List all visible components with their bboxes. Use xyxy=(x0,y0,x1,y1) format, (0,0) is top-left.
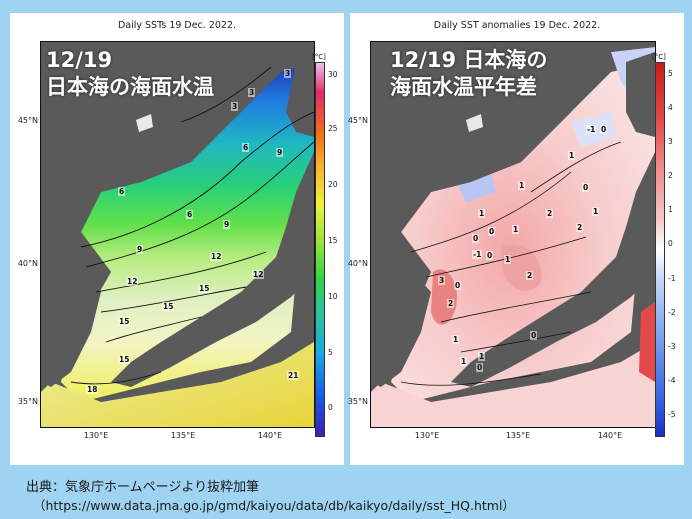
contour-label: 12 xyxy=(126,277,139,286)
contour-label: 12 xyxy=(252,270,265,279)
anomaly-colorbar-tick: -5 xyxy=(668,410,676,419)
sst-colorbar-tick: 0 xyxy=(328,403,333,412)
sst-colorbar-tick: 15 xyxy=(328,236,338,245)
sst-map-panel: Daily SSTs 19 Dec. 2022. xyxy=(10,13,344,465)
anomaly-colorbar-tick: 0 xyxy=(668,239,673,248)
anomaly-colorbar-tick: -2 xyxy=(668,308,676,317)
sst-anomaly-title-line1: 12/19 日本海の xyxy=(390,48,548,72)
lat-label-35: 35°N xyxy=(17,397,38,406)
sst-anomaly-map xyxy=(370,41,656,428)
contour-label: 6 xyxy=(242,143,250,152)
lat-label-35: 35°N xyxy=(347,397,368,406)
contour-label: 3 xyxy=(231,102,239,111)
lon-label-130: 130°E xyxy=(414,431,440,440)
contour-label: 0 xyxy=(454,281,462,290)
contour-label: 15 xyxy=(118,317,131,326)
contour-label: 1 xyxy=(518,181,526,190)
anomaly-colorbar-tick: -1 xyxy=(668,274,676,283)
contour-label: 1 xyxy=(460,357,468,366)
contour-label: 0 xyxy=(530,331,538,340)
contour-label: 1 xyxy=(478,209,486,218)
lon-label-140: 140°E xyxy=(597,431,623,440)
sst-colorbar-unit: [°C] xyxy=(312,53,326,61)
sst-map-title: 12/19 日本海の海面水温 xyxy=(46,47,214,101)
contour-label: 15 xyxy=(162,302,175,311)
sst-colorbar-tick: 30 xyxy=(328,70,338,79)
sst-colorbar xyxy=(315,62,325,437)
contour-label: 0 xyxy=(476,363,484,372)
anomaly-colorbar-tick: -4 xyxy=(668,376,676,385)
contour-label: 21 xyxy=(287,371,300,380)
contour-label: 18 xyxy=(86,385,99,394)
contour-label: 3 xyxy=(248,88,256,97)
contour-label: 9 xyxy=(223,220,231,229)
contour-label: 1 xyxy=(504,255,512,264)
anomaly-colorbar-tick: 4 xyxy=(668,103,673,112)
lon-label-135: 135°E xyxy=(170,431,196,440)
contour-label: 1 xyxy=(592,207,600,216)
sst-colorbar-tick: 5 xyxy=(328,348,333,357)
contour-label: 2 xyxy=(576,223,584,232)
lon-label-140: 140°E xyxy=(257,431,283,440)
contour-label: 1 xyxy=(478,352,486,361)
contour-label: 0 xyxy=(600,125,608,134)
contour-label: 6 xyxy=(186,210,194,219)
sst-anomaly-map-panel: Daily SST anomalies 19 Dec. 2022. xyxy=(348,13,684,465)
sst-map-title-date: 12/19 xyxy=(46,48,113,72)
contour-label: 9 xyxy=(136,245,144,254)
sst-map-header: Daily SSTs 19 Dec. 2022. xyxy=(117,20,237,31)
contour-label: 3 xyxy=(438,276,446,285)
contour-label: -1 xyxy=(586,125,597,134)
contour-label: 1 xyxy=(568,151,576,160)
sst-anomaly-map-title: 12/19 日本海の 海面水温平年差 xyxy=(390,47,547,101)
source-url: （https://www.data.jma.go.jp/gmd/kaiyou/d… xyxy=(33,498,515,513)
anomaly-colorbar xyxy=(655,62,665,437)
contour-label: 2 xyxy=(546,209,554,218)
contour-label: 2 xyxy=(447,299,455,308)
anomaly-colorbar-tick: 1 xyxy=(668,205,673,214)
sst-anomaly-title-line2: 海面水温平年差 xyxy=(390,75,537,99)
anomaly-colorbar-tick: 3 xyxy=(668,137,673,146)
contour-label: 0 xyxy=(486,251,494,260)
contour-label: 0 xyxy=(472,234,480,243)
sst-colorbar-tick: 10 xyxy=(328,292,338,301)
sst-colorbar-tick: 25 xyxy=(328,124,338,133)
lat-label-45: 45°N xyxy=(347,116,368,125)
contour-label: 15 xyxy=(198,284,211,293)
source-credit: 出典：気象庁ホームページより抜粋加筆 xyxy=(26,480,260,495)
contour-label: 9 xyxy=(276,148,284,157)
contour-label: 0 xyxy=(488,227,496,236)
contour-label: 0 xyxy=(582,183,590,192)
lat-label-40: 40°N xyxy=(347,259,368,268)
anomaly-colorbar-tick: 2 xyxy=(668,171,673,180)
sst-map-title-text: 日本海の海面水温 xyxy=(46,75,214,99)
sst-colorbar-tick: 20 xyxy=(328,180,338,189)
lon-label-130: 130°E xyxy=(83,431,109,440)
anomaly-colorbar-tick: 5 xyxy=(668,69,673,78)
anomaly-colorbar-unit: [°C] xyxy=(652,53,666,61)
contour-label: 2 xyxy=(526,271,534,280)
sst-anomaly-map-header: Daily SST anomalies 19 Dec. 2022. xyxy=(433,20,601,31)
contour-label: 12 xyxy=(210,252,223,261)
contour-label: 3 xyxy=(284,69,292,78)
anomaly-colorbar-tick: -3 xyxy=(668,342,676,351)
contour-label: 1 xyxy=(512,225,520,234)
contour-label: -1 xyxy=(472,250,483,259)
lon-label-135: 135°E xyxy=(505,431,531,440)
contour-label: 15 xyxy=(118,355,131,364)
lat-label-45: 45°N xyxy=(17,116,38,125)
lat-label-40: 40°N xyxy=(17,259,38,268)
contour-label: 1 xyxy=(452,335,460,344)
contour-label: 6 xyxy=(118,187,126,196)
